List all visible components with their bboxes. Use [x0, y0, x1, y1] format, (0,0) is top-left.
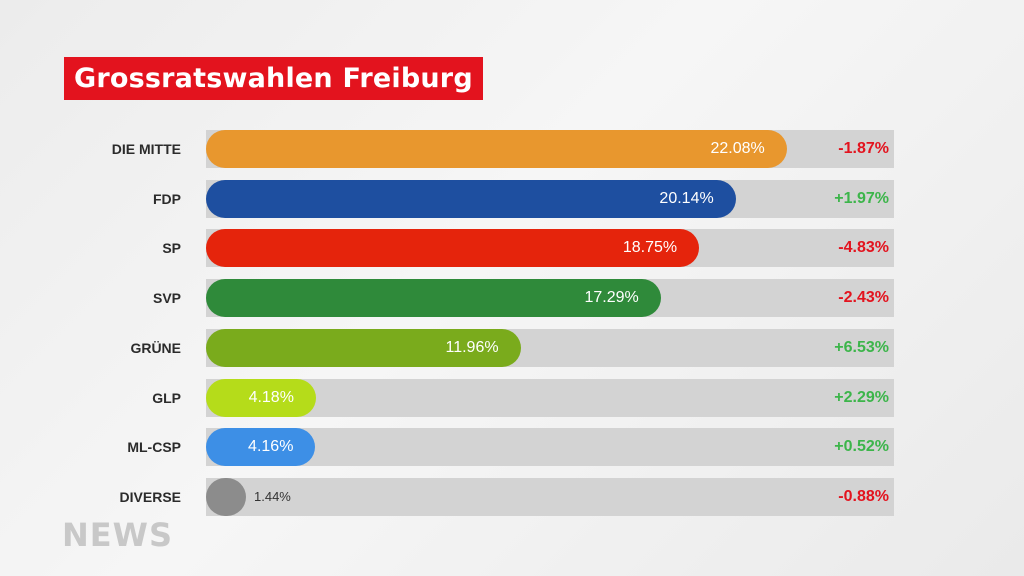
bar [206, 477, 246, 516]
value-label: 4.16% [248, 438, 294, 456]
bar [206, 279, 661, 318]
bar-row: DIE MITTE 22.08% -1.87% [0, 130, 1024, 168]
bar-track [206, 477, 894, 516]
news-logo: NEWS [62, 516, 173, 554]
category-label: SP [162, 240, 181, 257]
change-label: +1.97% [834, 189, 889, 207]
bar [206, 328, 521, 367]
change-label: +2.29% [834, 388, 889, 406]
bar [206, 130, 787, 168]
category-label: FDP [153, 190, 181, 207]
change-label: -1.87% [838, 140, 889, 157]
value-label: 11.96% [445, 338, 499, 356]
category-label: DIVERSE [119, 488, 181, 505]
bar [206, 428, 316, 467]
change-label: +0.52% [834, 438, 889, 456]
value-label: 22.08% [710, 140, 765, 157]
value-label: 1.44% [254, 489, 291, 505]
category-label: SVP [152, 290, 181, 307]
change-label: +6.53% [834, 338, 889, 356]
bar-row: SP 18.75% -4.83% [0, 229, 1024, 268]
bar-track [206, 378, 894, 417]
category-label: GRÜNE [130, 339, 181, 356]
category-label: DIE MITTE [111, 141, 181, 157]
value-label: 18.75% [622, 239, 678, 257]
bar-row: ML-CSP 4.16% +0.52% [0, 428, 1024, 467]
value-label: 4.18% [248, 388, 294, 406]
value-label: 20.14% [659, 189, 714, 207]
category-label: GLP [152, 389, 181, 406]
category-label: ML-CSP [127, 439, 181, 456]
chart-title: Grossratswahlen Freiburg [64, 57, 483, 100]
change-label: -0.88% [838, 487, 889, 505]
bar-row: DIVERSE 1.44% -0.88% [0, 477, 1024, 516]
bar-row: GRÜNE 11.96% +6.53% [0, 328, 1024, 367]
bar [206, 179, 736, 218]
bar-row: FDP 20.14% +1.97% [0, 179, 1024, 218]
chart-title-text: Grossratswahlen Freiburg [74, 63, 473, 94]
bar-row: SVP 17.29% -2.43% [0, 279, 1024, 318]
bar [206, 229, 700, 268]
value-label: 17.29% [584, 289, 639, 307]
bar [206, 378, 316, 417]
change-label: -4.83% [838, 239, 889, 257]
bar-row: GLP 4.18% +2.29% [0, 378, 1024, 417]
bar-track [206, 428, 894, 467]
change-label: -2.43% [838, 289, 889, 307]
